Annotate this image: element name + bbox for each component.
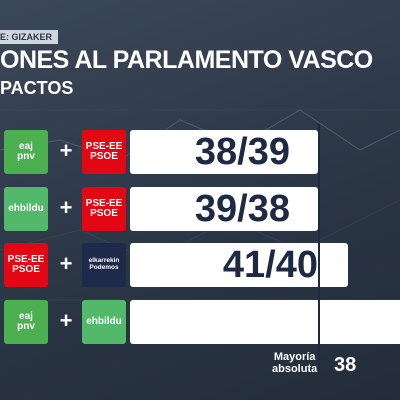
source-label: E: GIZAKER (0, 30, 59, 44)
majority-line (318, 124, 320, 374)
result-value: 41/40 (222, 244, 318, 286)
plus-sign: + (59, 308, 73, 333)
party-name: eaj (19, 310, 33, 322)
party-name: ehbildu (8, 202, 44, 214)
plus-sign: + (59, 138, 73, 163)
party-name: PSE-EE (7, 253, 45, 265)
party-logo: PSE-EE PSOE (4, 243, 48, 287)
result-bar: 41/40 (130, 243, 348, 287)
party-logo: elkarrekin Podemos (82, 243, 126, 287)
party-name: PSOE (90, 208, 118, 219)
party-name: PSE-EE (85, 140, 123, 152)
majority-value: 38 (334, 354, 357, 376)
party-name: eaj (19, 140, 33, 152)
party-name: elkarrekin (88, 257, 120, 265)
majority-label: Mayoría absoluta (272, 351, 318, 375)
party-name: PSE-EE (85, 197, 123, 209)
party-logo: eaj pnv (4, 300, 48, 344)
party-logo: PSE-EE PSOE (82, 130, 126, 174)
plus-sign: + (59, 251, 73, 276)
party-logo: ehbildu (82, 300, 126, 344)
party-logo: eaj pnv (4, 130, 48, 174)
result-value: 38/39 (194, 131, 290, 173)
party-name: Podemos (89, 264, 119, 271)
party-name: ehbildu (86, 315, 122, 327)
plus-sign: + (59, 195, 73, 220)
result-bar: 38/39 (130, 130, 318, 174)
majority-text: absoluta (272, 362, 318, 375)
title: ONES AL PARLAMENTO VASCO (0, 46, 373, 74)
subtitle: PACTOS (0, 78, 74, 98)
party-logo: PSE-EE PSOE (82, 187, 126, 231)
party-name: pnv (17, 321, 35, 332)
party-logo: ehbildu (4, 187, 48, 231)
party-name: PSOE (90, 151, 118, 162)
result-bar: 39/38 (130, 187, 318, 231)
majority-text: Mayoría (273, 351, 316, 363)
party-name: pnv (17, 151, 35, 162)
result-bar: 55 (130, 300, 400, 344)
party-name: PSOE (12, 264, 40, 275)
result-value: 39/38 (194, 188, 290, 230)
